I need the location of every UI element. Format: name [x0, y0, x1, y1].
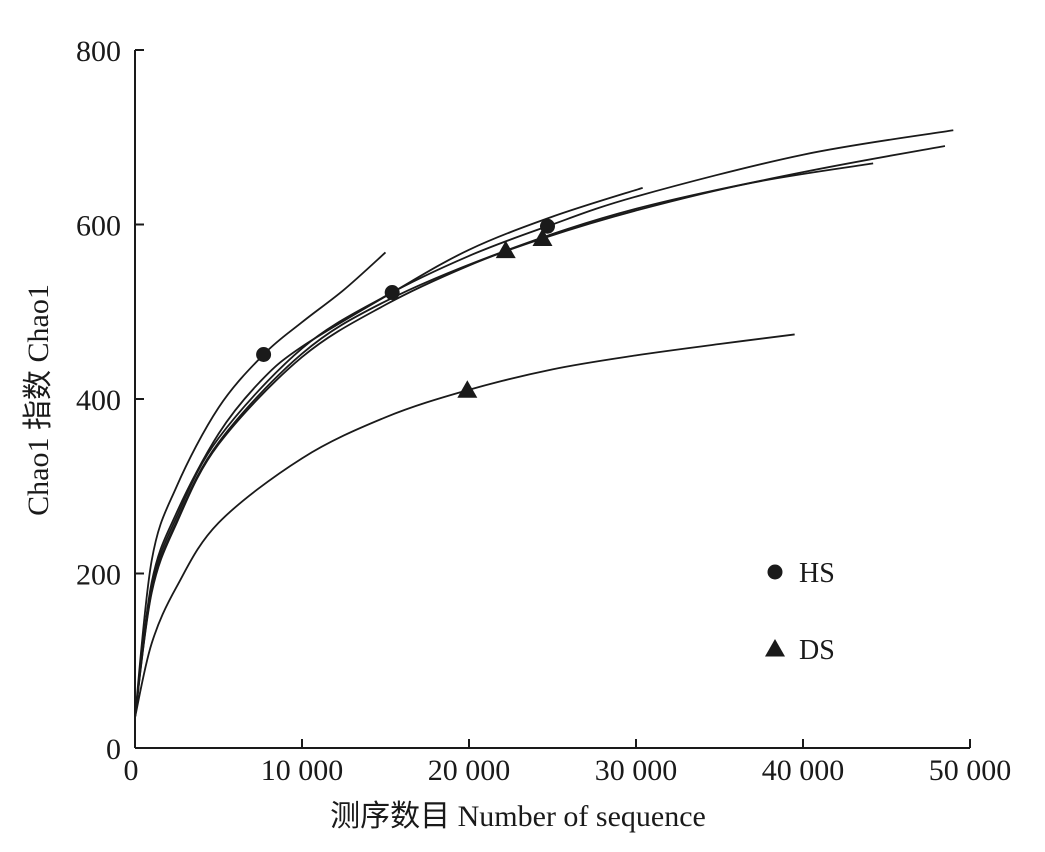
series-marker-ds-5 — [532, 228, 553, 246]
x-tick-label: 40 000 — [762, 754, 845, 787]
series-marker-ds-6 — [457, 380, 478, 398]
x-axis-title: 测序数目 Number of sequence — [330, 800, 706, 833]
x-tick-label: 20 000 — [428, 754, 511, 787]
series-line-ds-6 — [134, 333, 795, 718]
series-marker-hs-3 — [539, 218, 555, 234]
y-ticks: 0 200 400 600 800 — [76, 35, 144, 766]
series-lines — [134, 129, 954, 718]
legend-label-ds: DS — [799, 635, 835, 666]
x-tick-label: 50 000 — [929, 754, 1012, 787]
y-tick-label: 400 — [76, 384, 121, 417]
y-tick-label: 0 — [106, 733, 121, 766]
x-ticks: 0 10 000 20 000 30 000 40 000 50 000 — [124, 739, 1012, 787]
y-tick-label: 600 — [76, 210, 121, 243]
series-marker-hs-2 — [384, 285, 400, 301]
series-line-hs-3 — [134, 129, 954, 718]
series-line-ds-5 — [134, 162, 874, 718]
series-line-hs-2 — [134, 187, 643, 718]
series-marker-hs-1 — [256, 347, 272, 363]
y-tick-label: 200 — [76, 559, 121, 592]
series-markers — [256, 218, 555, 398]
series-line-ds-4 — [134, 145, 946, 718]
legend-marker-ds — [765, 639, 785, 657]
axes — [134, 50, 970, 749]
y-axis-title: Chao1 指数 Chao1 — [22, 284, 55, 516]
series-marker-ds-4 — [495, 240, 516, 259]
legend-label-hs: HS — [799, 558, 835, 589]
legend-marker-hs — [767, 564, 783, 580]
x-tick-label: 0 — [124, 754, 139, 787]
x-tick-label: 30 000 — [595, 754, 678, 787]
series-line-hs-1 — [134, 251, 387, 718]
legend: HS DS — [765, 558, 835, 666]
x-tick-label: 10 000 — [261, 754, 344, 787]
y-tick-label: 800 — [76, 35, 121, 68]
